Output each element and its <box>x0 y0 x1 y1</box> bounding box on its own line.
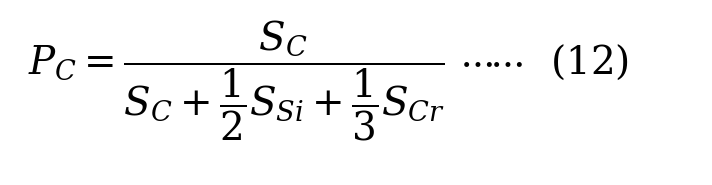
Text: $P_C = \dfrac{S_C}{S_C + \dfrac{1}{2}S_{Si} + \dfrac{1}{3}S_{Cr}}$$\ \cdots\!\cd: $P_C = \dfrac{S_C}{S_C + \dfrac{1}{2}S_{… <box>28 19 629 143</box>
